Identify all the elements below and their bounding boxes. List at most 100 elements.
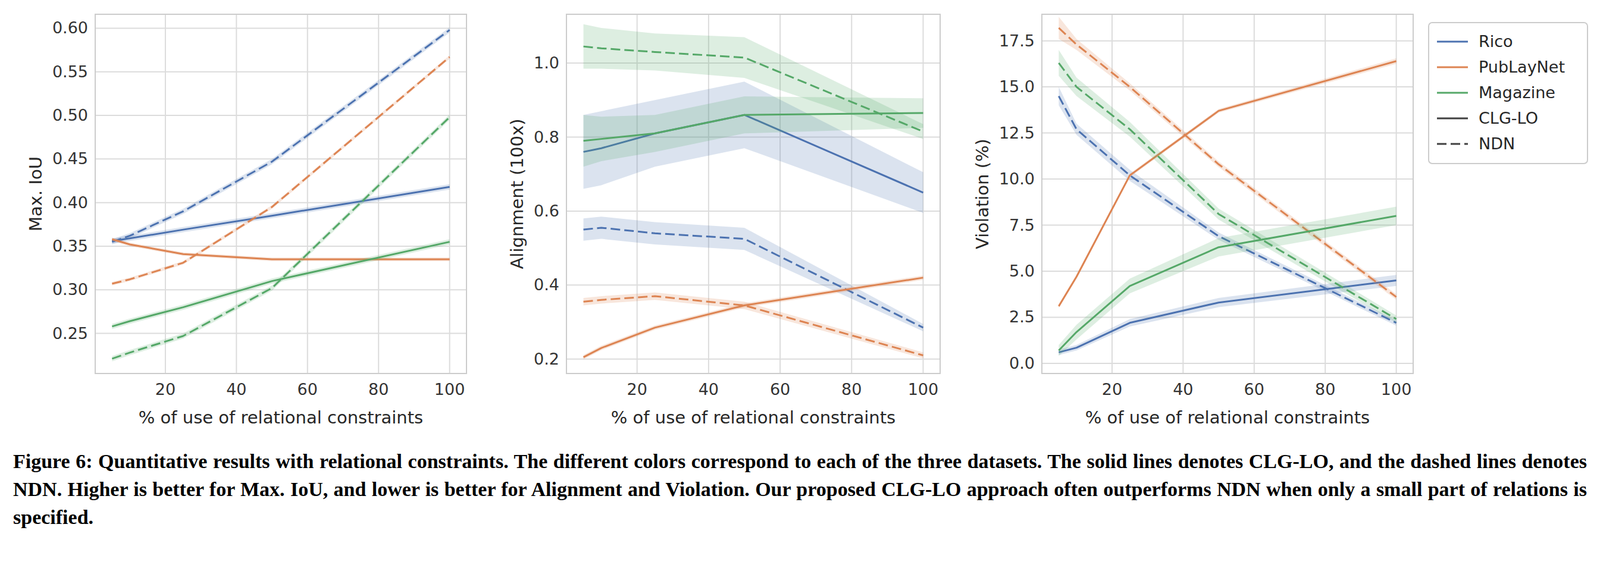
y-tick-label: 0.55 [52,62,89,81]
grid-line-x [164,14,167,374]
x-axis-label: % of use of relational constraints [138,407,424,428]
x-tick-label: 20 [155,380,176,399]
legend-frame [1428,22,1588,164]
series-line [111,242,450,327]
legend-label: CLG-LO [1478,108,1539,128]
grid-line-y [95,114,467,117]
legend-label: PubLayNet [1478,57,1565,77]
y-tick-label: 0.35 [52,236,89,256]
figure: 20 40 60 80 100 0.25 0.30 0.35 0.40 0.45 0.50 0.55 0… [0,0,1600,444]
panel: 204060801000.20.40.60.81.0% of use of re… [506,14,941,428]
y-tick-label: 2.5 [1009,307,1035,327]
series-line [583,277,924,358]
y-tick-label: 0.6 [533,201,560,221]
x-axis-label: % of use of relational constraints [611,407,896,428]
series-line [1058,27,1396,297]
series-line [111,29,450,242]
legend-swatch [1436,66,1468,69]
y-axis-label: Max. IoU [25,156,46,232]
x-tick-label: 60 [1244,380,1265,399]
y-axis-label: Alignment (100x) [506,119,528,270]
grid-line-y [1041,270,1414,272]
x-tick-label: 60 [297,380,318,399]
series-line [583,46,924,132]
y-tick-label: 12.5 [999,123,1035,143]
legend-swatch [1436,41,1468,43]
legend-label: Magazine [1478,83,1556,102]
confidence-band [583,292,924,359]
plot-data [1058,16,1396,356]
x-tick-label: 40 [1172,380,1194,399]
y-tick-label: 1.0 [533,53,560,72]
plot-frame [95,14,467,374]
legend-swatch [1436,143,1468,146]
x-tick-label: 100 [1381,380,1412,399]
series-line [111,57,450,284]
x-tick-label: 100 [434,380,466,399]
plot-background [95,14,467,374]
grid-line-y [1041,86,1414,88]
x-tick-label: 40 [226,380,247,399]
grid-line-y [566,210,941,212]
grid-line-x [850,14,853,374]
confidence-band [1058,49,1396,324]
confidence-band [111,237,450,262]
x-tick-label: 20 [1101,380,1123,399]
grid-line-x [1182,14,1184,374]
y-tick-label: 0.8 [533,127,560,147]
series-line [111,117,450,359]
series-line [583,227,924,328]
confidence-band [111,114,450,362]
x-tick-label: 20 [627,380,648,399]
grid-line-x [235,14,237,374]
y-tick-label: 0.45 [52,149,89,168]
legend-swatch [1436,117,1468,120]
legend-swatch [1436,92,1468,95]
y-tick-label: 15.0 [999,77,1035,96]
confidence-band [1058,207,1396,357]
x-tick-label: 100 [907,380,939,399]
y-tick-label: 10.0 [999,169,1035,189]
y-tick-label: 0.40 [52,193,89,212]
grid-line-y [95,333,467,335]
confidence-band [111,27,450,245]
grid-line-y [1041,178,1414,180]
x-axis-label: % of use of relational constraints [1085,407,1370,428]
plot-background [1041,14,1414,374]
grid-line-y [1041,132,1414,134]
y-axis-label: Violation (%) [972,138,993,250]
plot-background [566,14,941,374]
grid-line-x [1324,14,1326,374]
confidence-band [583,24,924,140]
y-tick-label: 0.30 [52,280,89,299]
grid-line-x [307,14,309,374]
grid-line-x [449,14,451,374]
legend-label: NDN [1478,134,1515,153]
plot-data [111,27,450,362]
panel: 204060801000.02.55.07.510.012.515.017.5%… [972,14,1414,428]
y-tick-label: 0.25 [52,324,89,343]
y-tick-label: 5.0 [1009,261,1035,281]
x-tick-label: 80 [1314,380,1336,399]
confidence-band [583,275,924,360]
x-tick-label: 40 [698,380,719,399]
confidence-band [583,216,924,332]
grid-line-y [95,27,467,29]
confidence-band [1058,58,1396,309]
legend: RicoPubLayNetMagazineCLG-LONDN [1428,22,1588,164]
grid-line-x [377,14,380,374]
y-tick-label: 0.60 [52,18,89,37]
grid-line-y [95,289,467,291]
grid-line-y [95,71,467,73]
confidence-band [111,239,450,330]
plot-frame [1041,14,1414,374]
series-line [1058,61,1396,307]
x-tick-label: 80 [368,380,389,399]
grid-line-y [1041,40,1414,42]
y-tick-label: 0.0 [1009,354,1035,373]
confidence-band [1058,16,1396,300]
y-tick-label: 0.4 [533,275,560,294]
series-line [1058,63,1396,320]
y-tick-label: 0.50 [52,105,89,125]
y-tick-label: 7.5 [1009,215,1035,235]
